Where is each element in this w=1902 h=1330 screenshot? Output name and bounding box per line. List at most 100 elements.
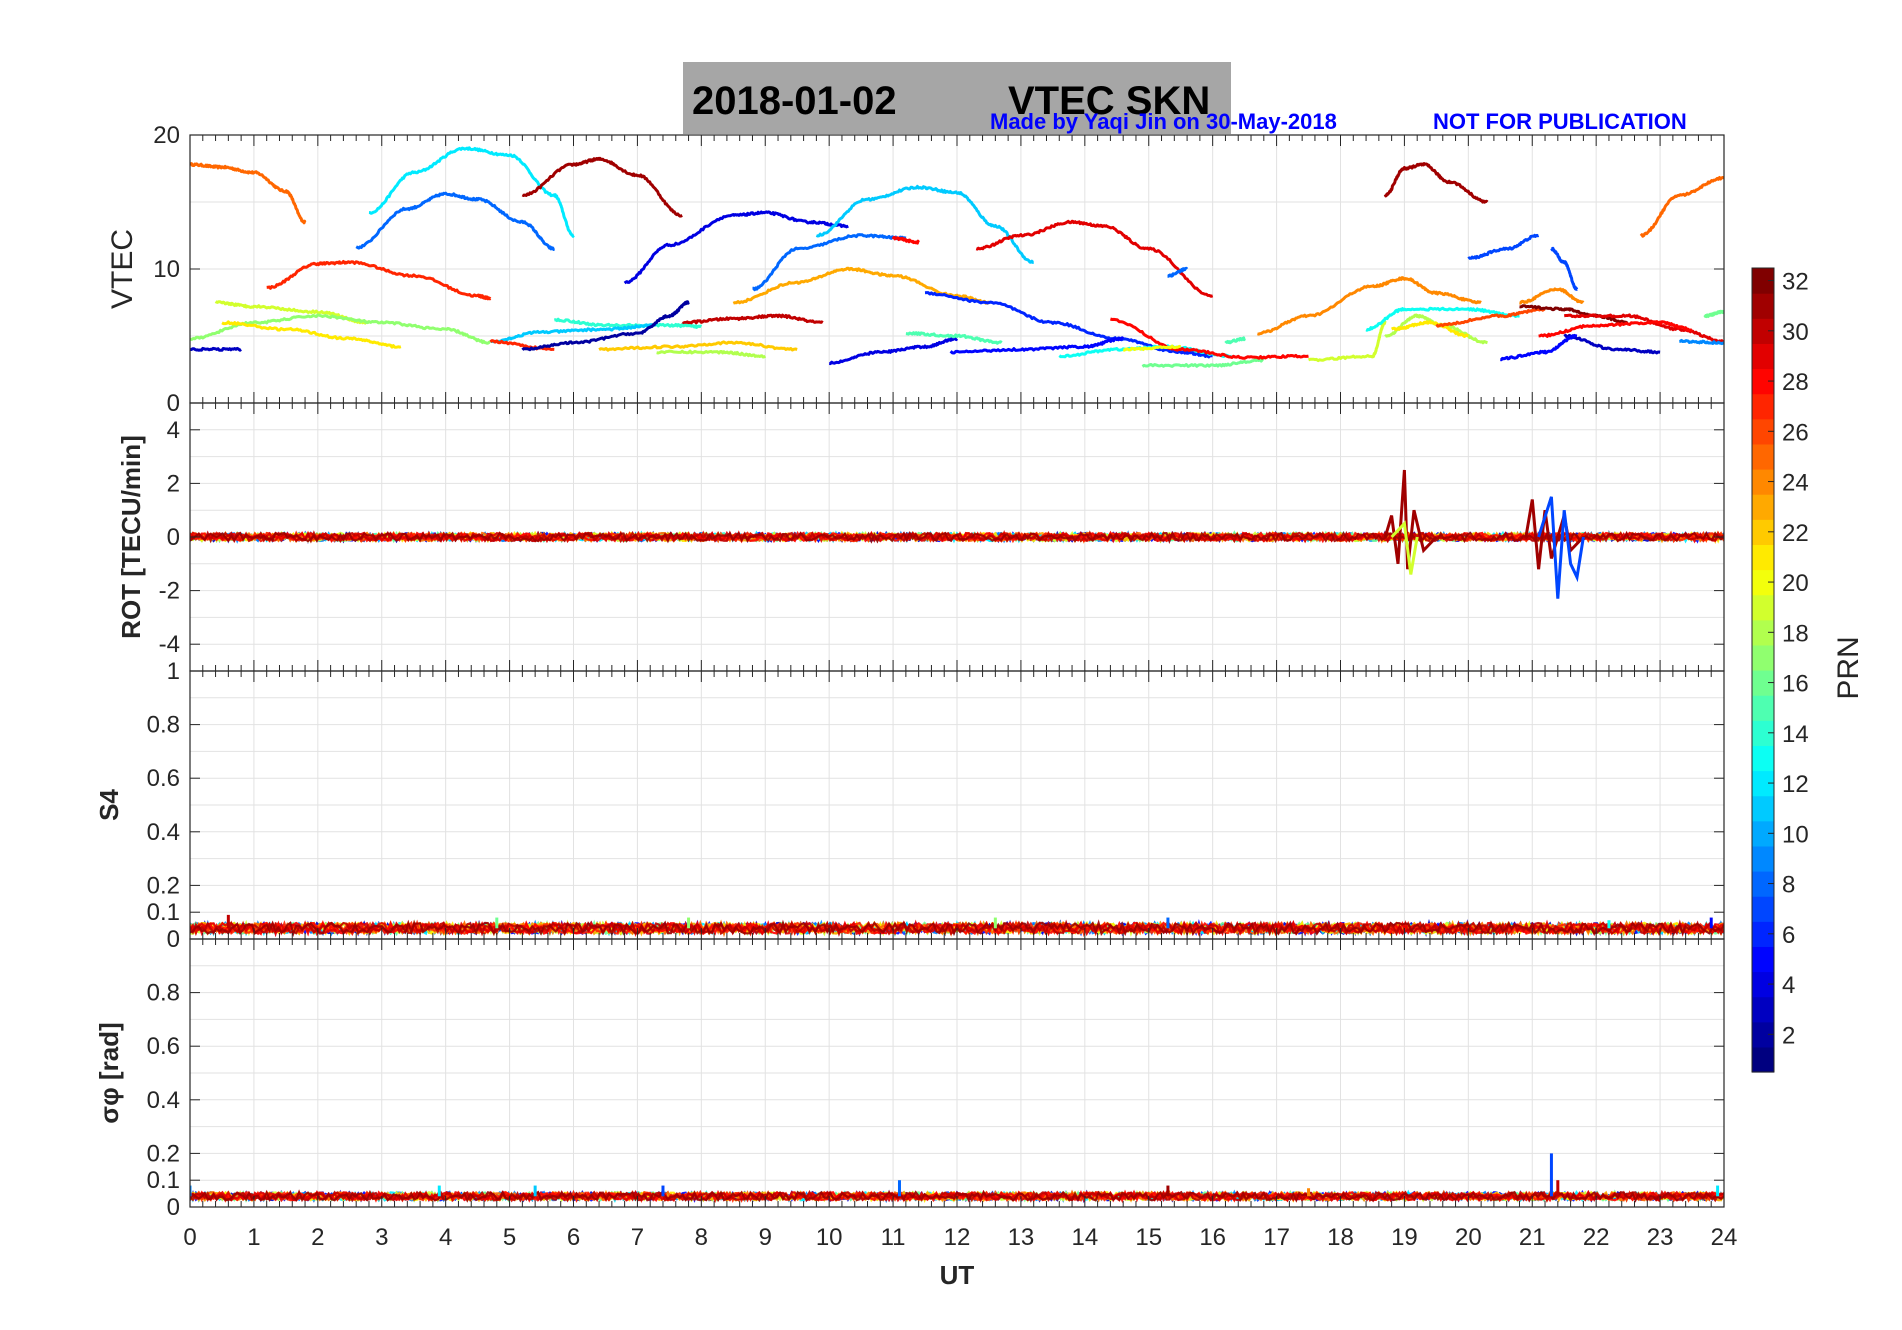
colorbar-frame <box>1751 267 1775 1073</box>
vtec-series-prn-24 <box>1257 276 1482 336</box>
colorbar-label: PRN <box>1832 636 1865 699</box>
y-tick-label: 0 <box>167 1194 180 1221</box>
x-tick-label: 17 <box>1263 1224 1290 1251</box>
colorbar-swatch <box>1752 443 1774 470</box>
y-tick-label: 2 <box>167 470 180 497</box>
y-tick-label: 10 <box>153 256 180 283</box>
y-tick-label: 0 <box>167 524 180 551</box>
rot-disturbance-prn-19 <box>1390 520 1419 575</box>
x-tick-label: 9 <box>759 1224 772 1251</box>
colorbar-tick-label: 18 <box>1782 620 1809 647</box>
colorbar-swatch <box>1752 971 1774 998</box>
vtec-series-prn-12 <box>368 146 575 238</box>
colorbar-swatch <box>1752 720 1774 746</box>
vtec-series-prn-19 <box>214 300 370 325</box>
x-tick-label: 19 <box>1391 1224 1418 1251</box>
vtec-series-prn-28 <box>1538 320 1693 338</box>
vtec-series-prn-28 <box>891 235 920 245</box>
vtec-series-prn-27 <box>266 260 492 301</box>
x-tick-label: 5 <box>503 1224 516 1251</box>
colorbar-swatch <box>1752 469 1774 495</box>
colorbar-swatch <box>1752 268 1774 294</box>
colorbar-tick-label: 14 <box>1782 721 1809 748</box>
x-tick-label: 21 <box>1519 1224 1546 1251</box>
x-tick-label: 4 <box>439 1224 452 1251</box>
vtec-series-prn-22 <box>598 340 798 352</box>
vtec-series-prn-24 <box>1518 287 1585 305</box>
vtec-series-prn-31 <box>521 156 683 218</box>
vtec-series-prn-6 <box>924 291 1214 359</box>
colorbar-tick-label: 16 <box>1782 671 1809 698</box>
y-tick-label: 0.1 <box>147 1167 180 1194</box>
colorbar-swatch <box>1752 293 1774 319</box>
x-tick-label: 3 <box>375 1224 388 1251</box>
y-tick-label: 20 <box>153 122 180 149</box>
vtec-series-prn-20 <box>1122 344 1182 352</box>
vtec-series-prn-31 <box>1383 162 1489 204</box>
y-tick-label: 0.1 <box>147 899 180 926</box>
colorbar-swatch <box>1752 896 1774 922</box>
x-tick-label: 12 <box>944 1224 971 1251</box>
y-tick-label: 0 <box>167 390 180 417</box>
x-tick-label: 1 <box>247 1224 260 1251</box>
x-tick-label: 7 <box>631 1224 644 1251</box>
rot-disturbance-prn-7 <box>1537 496 1585 599</box>
x-tick-label: 23 <box>1647 1224 1674 1251</box>
colorbar-swatch <box>1752 393 1774 420</box>
y-tick-label: 1 <box>167 658 180 685</box>
colorbar-tick-label: 28 <box>1782 369 1809 396</box>
vtec-series-prn-19 <box>1307 320 1387 363</box>
colorbar-swatch <box>1752 494 1774 520</box>
s4-panel: 00.10.2 0.4 0.6 0.8 1 S4 <box>94 658 1725 953</box>
vtec-series-prn-32 <box>1519 304 1629 325</box>
x-tick-label: 8 <box>695 1224 708 1251</box>
colorbar-swatch <box>1752 845 1774 872</box>
colorbar-swatch <box>1752 343 1774 370</box>
x-tick-label: 24 <box>1711 1224 1738 1251</box>
x-axis-label: UT <box>940 1260 975 1290</box>
x-tick-label: 13 <box>1008 1224 1035 1251</box>
vtec-series-prn-5 <box>1499 333 1578 362</box>
s4-ylabel: S4 <box>94 789 124 821</box>
x-tick-label: 6 <box>567 1224 580 1251</box>
colorbar-tick-label: 24 <box>1782 470 1809 497</box>
y-tick-label: 0.6 <box>147 1033 180 1060</box>
x-axis-ticks: 0 1 2 3 4 5 6 7 8 9 10 11 12 13 14 15 16 17 18 19 20 21 22 23 24 <box>183 1224 1737 1251</box>
x-tick-label: 10 <box>816 1224 843 1251</box>
vtec-series-prn-30 <box>681 313 824 325</box>
vtec-panel: 0 10 20 VTEC <box>106 122 1725 417</box>
y-tick-label: 0.4 <box>147 1087 180 1114</box>
title-date: 2018-01-02 <box>692 79 897 123</box>
vtec-series-prn-3 <box>1563 333 1661 355</box>
x-tick-label: 22 <box>1583 1224 1610 1251</box>
vtec-series-prn-16 <box>1703 309 1724 319</box>
colorbar-swatch <box>1752 519 1774 545</box>
vtec-series-prn-4 <box>623 210 849 285</box>
x-tick-label: 16 <box>1199 1224 1226 1251</box>
vtec-series-prn-4 <box>828 337 959 366</box>
y-tick-label: 0.8 <box>147 712 180 739</box>
x-tick-label: 11 <box>881 1224 906 1251</box>
sigma-phi-ylabel: σφ [rad] <box>94 1022 124 1123</box>
vtec-series-prn-15 <box>1224 336 1246 345</box>
x-tick-label: 14 <box>1071 1224 1098 1251</box>
y-tick-label: -2 <box>159 578 180 605</box>
colorbar-swatch <box>1752 745 1774 772</box>
credit-made-by: Made by Yaqi Jin on 30-May-2018 <box>990 109 1337 134</box>
y-tick-label: 0.6 <box>147 765 180 792</box>
colorbar-swatch <box>1752 569 1774 596</box>
colorbar-tick-label: 20 <box>1782 570 1809 597</box>
colorbar-swatch <box>1752 318 1774 344</box>
vtec-series-prn-25 <box>190 162 307 225</box>
sigma-phi-panel: 00.10.2 0.4 0.6 0.8 σφ [rad] <box>94 938 1725 1221</box>
colorbar-swatch <box>1752 368 1774 395</box>
vtec-series-prn-16 <box>1141 357 1265 368</box>
colorbar-swatch <box>1752 820 1774 847</box>
colorbar-swatch <box>1752 644 1774 671</box>
colorbar-swatch <box>1752 670 1774 696</box>
vtec-series-prn-11 <box>815 184 1035 264</box>
vtec-series-prn-21 <box>221 320 402 349</box>
noise-band-prn-31 <box>190 530 1724 544</box>
